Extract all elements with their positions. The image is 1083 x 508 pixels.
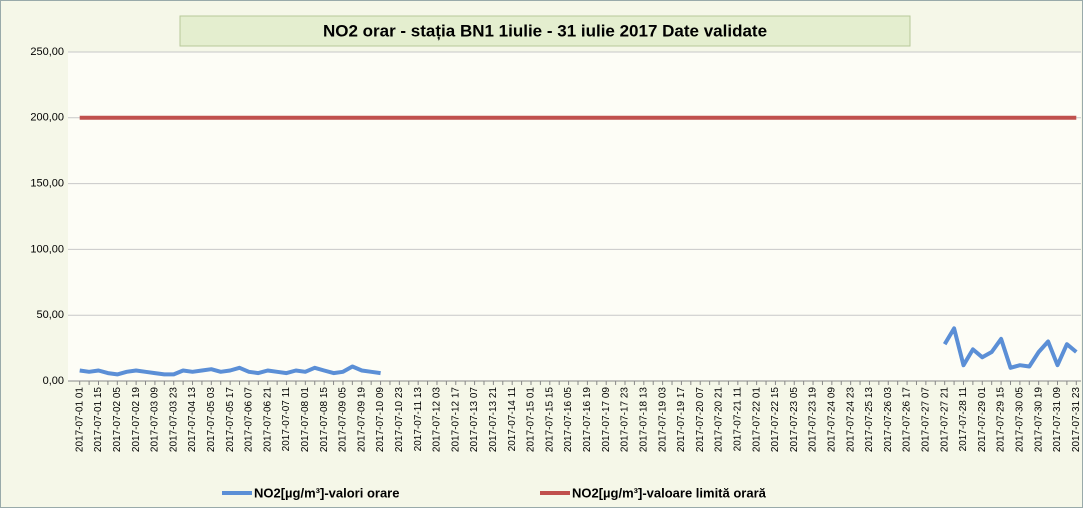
x-tick-label: 2017-07-30 05: [1015, 387, 1026, 452]
y-tick-label: 150,00: [30, 178, 64, 190]
x-tick-label: 2017-07-09 19: [356, 387, 367, 452]
x-tick-label: 2017-07-29 01: [977, 387, 988, 452]
x-tick-label: 2017-07-25 13: [864, 387, 875, 452]
y-tick-label: 50,00: [36, 309, 64, 321]
x-tick-label: 2017-07-23 19: [808, 387, 819, 452]
x-tick-label: 2017-07-16 19: [582, 387, 593, 452]
x-tick-label: 2017-07-01 15: [93, 387, 104, 452]
x-tick-label: 2017-07-02 05: [112, 387, 123, 452]
x-tick-label: 2017-07-10 23: [394, 387, 405, 452]
x-tick-label: 2017-07-27 07: [921, 387, 932, 452]
legend-label: NO2[µg/m³]-valori orare: [254, 485, 399, 500]
x-tick-label: 2017-07-04 13: [187, 387, 198, 452]
x-tick-label: 2017-07-05 17: [225, 387, 236, 452]
x-tick-label: 2017-07-26 17: [902, 387, 913, 452]
x-tick-label: 2017-07-21 11: [732, 387, 743, 452]
x-tick-label: 2017-07-15 15: [544, 387, 555, 452]
x-tick-label: 2017-07-16 05: [563, 387, 574, 452]
x-tick-label: 2017-07-19 03: [657, 387, 668, 452]
x-tick-label: 2017-07-30 19: [1033, 387, 1044, 452]
x-tick-label: 2017-07-27 21: [939, 387, 950, 452]
x-tick-label: 2017-07-12 17: [450, 387, 461, 452]
x-tick-label: 2017-07-18 13: [638, 387, 649, 452]
x-tick-label: 2017-07-08 15: [319, 387, 330, 452]
x-tick-label: 2017-07-03 09: [150, 387, 161, 452]
title-box: [179, 15, 911, 47]
x-tick-label: 2017-07-24 23: [845, 387, 856, 452]
x-tick-label: 2017-07-23 05: [789, 387, 800, 452]
x-tick-label: 2017-07-20 07: [695, 387, 706, 452]
x-tick-label: 2017-07-12 03: [432, 387, 443, 452]
x-tick-label: 2017-07-10 09: [375, 387, 386, 452]
x-tick-label: 2017-07-06 21: [262, 387, 273, 452]
x-tick-label: 2017-07-03 23: [168, 387, 179, 452]
x-tick-label: 2017-07-17 23: [620, 387, 631, 452]
x-tick-label: 2017-07-02 19: [131, 387, 142, 452]
y-tick-label: 100,00: [30, 243, 64, 255]
x-tick-label: 2017-07-31 09: [1052, 387, 1063, 452]
x-tick-label: 2017-07-24 09: [826, 387, 837, 452]
chart-title: NO2 orar - stația BN1 1iulie - 31 iulie …: [323, 21, 767, 40]
x-tick-label: 2017-07-28 11: [958, 387, 969, 452]
x-tick-label: 2017-07-08 01: [300, 387, 311, 452]
x-tick-label: 2017-07-22 01: [751, 387, 762, 452]
x-tick-label: 2017-07-26 03: [883, 387, 894, 452]
y-tick-label: 250,00: [30, 46, 64, 58]
y-tick-label: 0,00: [43, 375, 64, 387]
x-tick-label: 2017-07-07 11: [281, 387, 292, 452]
x-tick-label: 2017-07-15 01: [526, 387, 537, 452]
x-tick-label: 2017-07-13 07: [469, 387, 480, 452]
x-tick-label: 2017-07-20 21: [714, 387, 725, 452]
series-line: [79, 326, 1078, 377]
plot-area: [68, 52, 1081, 381]
x-tick-label: 2017-07-17 09: [601, 387, 612, 452]
x-tick-label: 2017-07-13 21: [488, 387, 499, 452]
x-tick-label: 2017-07-05 03: [206, 387, 217, 452]
x-tick-label: 2017-07-14 11: [507, 387, 518, 452]
y-tick-label: 200,00: [30, 112, 64, 124]
x-tick-label: 2017-07-29 15: [996, 387, 1007, 452]
x-tick-label: 2017-07-01 01: [74, 387, 85, 452]
x-tick-label: 2017-07-19 17: [676, 387, 687, 452]
x-tick-label: 2017-07-06 07: [244, 387, 255, 452]
x-tick-label: 2017-07-11 13: [413, 387, 424, 452]
legend-label: NO2[µg/m³]-valoare limită orară: [572, 485, 767, 500]
x-tick-label: 2017-07-31 23: [1071, 387, 1082, 452]
x-tick-label: 2017-07-09 05: [338, 387, 349, 452]
x-tick-label: 2017-07-22 15: [770, 387, 781, 452]
